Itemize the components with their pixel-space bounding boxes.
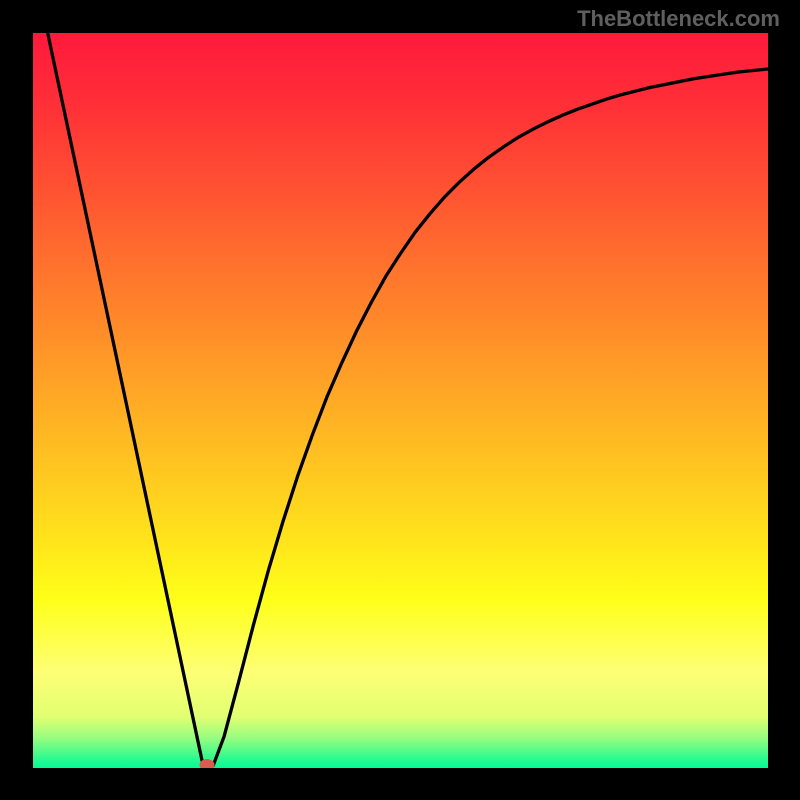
- plot-area: [33, 33, 768, 768]
- watermark-text: TheBottleneck.com: [577, 6, 780, 32]
- optimum-marker: [200, 759, 215, 768]
- bottleneck-curve: [33, 33, 768, 768]
